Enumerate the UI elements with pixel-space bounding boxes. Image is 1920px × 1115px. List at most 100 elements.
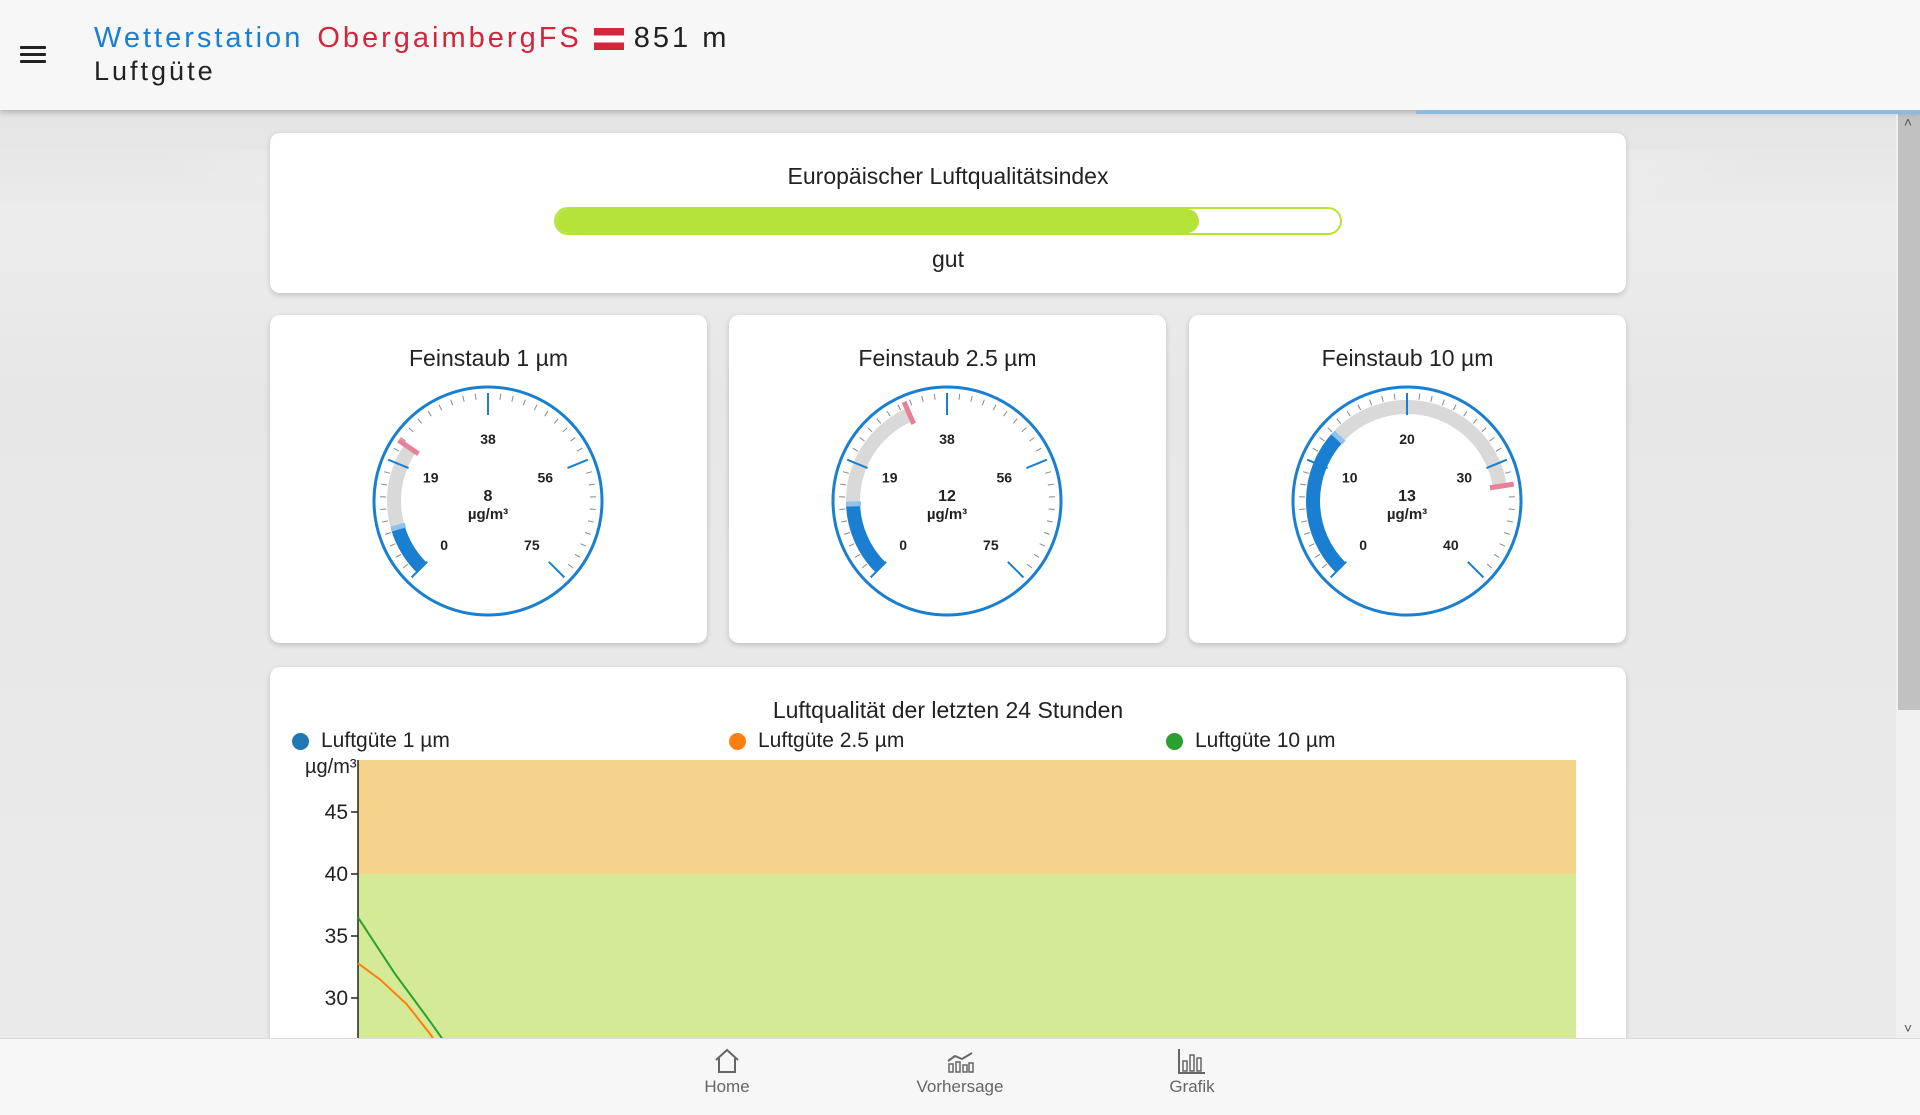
- gauge-title: Feinstaub 10 µm: [1321, 345, 1494, 371]
- gauge-tick-label: 19: [423, 469, 439, 485]
- gauge-minor-tick: [1486, 563, 1493, 569]
- home-icon: [715, 1048, 739, 1073]
- nav-forecast[interactable]: Vorhersage: [890, 1047, 1030, 1097]
- gauge-minor-tick: [1308, 543, 1315, 547]
- gauge-card-pm10: Feinstaub 10 µm 0 10 20 30 40 13 µg/m³: [1189, 315, 1626, 643]
- gauge-minor-tick: [842, 471, 849, 474]
- legend-label: Luftgüte 1 µm: [321, 729, 450, 752]
- gauge-tick-label: 40: [1443, 537, 1459, 553]
- gauge-minor-tick: [1043, 532, 1050, 535]
- gauge-minor-tick: [511, 395, 514, 402]
- nav-graphics[interactable]: Grafik: [1122, 1047, 1262, 1097]
- gauge-bezel: [372, 385, 604, 617]
- gauge-minor-tick: [408, 427, 414, 433]
- hamburger-menu-icon[interactable]: [18, 42, 48, 66]
- austria-flag-icon: [593, 27, 624, 50]
- legend-dot: [292, 732, 309, 750]
- nav-home-label: Home: [704, 1077, 750, 1096]
- gauge-minor-tick: [1381, 395, 1384, 402]
- gauge-value-pointer: [1331, 430, 1346, 445]
- gauge-minor-tick: [1495, 447, 1502, 452]
- station-title: Wetterstation ObergaimbergFS 851 m: [94, 22, 729, 55]
- gauge-minor-tick: [1393, 393, 1396, 400]
- gauge-minor-tick: [562, 427, 568, 433]
- aqi-title: Europäischer Luftqualitätsindex: [787, 163, 1109, 189]
- gauge-minor-tick: [1430, 395, 1433, 402]
- gauge-title: Feinstaub 2.5 µm: [858, 345, 1037, 371]
- gauge-major-tick: [1467, 561, 1485, 579]
- gauge-minor-tick: [1505, 471, 1512, 474]
- gauge-tick-label: 38: [480, 431, 496, 447]
- gauge-pm1: 0 19 38 56 75 8µg/m³: [372, 385, 604, 617]
- scrollbar-thumb[interactable]: [1898, 112, 1920, 710]
- gauge-warning-marker: [1489, 481, 1515, 491]
- gauge-minor-tick: [848, 543, 855, 547]
- gauge-value: 12: [938, 488, 956, 505]
- bar-chart-icon: [1178, 1049, 1205, 1074]
- legend-item-pm25[interactable]: Luftgüte 2.5 µm: [729, 729, 904, 753]
- page-scrollbar[interactable]: ˄ ˅: [1896, 112, 1920, 1038]
- gauge-minor-tick: [381, 483, 388, 486]
- gauge-minor-tick: [1021, 427, 1027, 433]
- gauge-minor-tick: [1035, 447, 1042, 452]
- gauge-minor-tick: [1300, 520, 1308, 523]
- station-prefix: Wetterstation: [94, 22, 304, 54]
- gauge-minor-tick: [1321, 563, 1328, 569]
- scroll-down-icon[interactable]: ˅: [1903, 1020, 1913, 1036]
- gauge-major-tick: [1026, 458, 1048, 470]
- gauge-minor-tick: [844, 532, 851, 535]
- nav-graphics-label: Grafik: [1169, 1077, 1215, 1096]
- gauge-minor-tick: [854, 553, 861, 558]
- gauge-minor-tick: [1369, 399, 1373, 406]
- gauge-minor-tick: [567, 563, 574, 569]
- nav-forecast-label: Vorhersage: [916, 1077, 1004, 1096]
- gauge-minor-tick: [1314, 553, 1321, 558]
- gauge-minor-tick: [1472, 418, 1478, 424]
- scroll-up-icon[interactable]: ˄: [1903, 114, 1913, 130]
- gauge-minor-tick: [395, 553, 402, 558]
- gauge-value: 8: [484, 488, 493, 505]
- gauge-minor-tick: [450, 399, 454, 406]
- gauge-minor-tick: [886, 410, 891, 417]
- station-name: ObergaimbergFS: [317, 22, 582, 54]
- gauge-minor-tick: [1418, 393, 1421, 400]
- chart-band: [358, 760, 1576, 874]
- gauge-minor-tick: [1493, 553, 1500, 558]
- gauge-minor-tick: [587, 520, 595, 523]
- gauge-minor-tick: [859, 437, 865, 442]
- gauge-bezel: [1291, 385, 1523, 617]
- gauge-minor-tick: [1046, 520, 1054, 523]
- gauge-minor-tick: [1302, 471, 1309, 474]
- gauge-minor-tick: [1026, 563, 1033, 569]
- gauge-minor-tick: [970, 395, 973, 402]
- gauge-minor-tick: [1463, 410, 1468, 417]
- gauge-major-tick: [869, 561, 887, 579]
- gauge-major-tick: [846, 458, 868, 470]
- gauge-minor-tick: [544, 410, 549, 417]
- gauge-minor-tick: [1481, 427, 1487, 433]
- gauge-minor-tick: [576, 447, 583, 452]
- aqi-card: Europäischer Luftqualitätsindex gut: [270, 133, 1626, 293]
- legend-item-pm10[interactable]: Luftgüte 10 µm: [1166, 729, 1336, 753]
- gauge-minor-tick: [574, 553, 581, 558]
- gauge-minor-tick: [1489, 437, 1495, 442]
- y-tick-label: 40: [325, 863, 348, 886]
- gauge-value: 13: [1398, 488, 1416, 505]
- gauge-value-band: [846, 503, 886, 573]
- station-altitude: 851 m: [633, 22, 730, 54]
- legend-item-pm1[interactable]: Luftgüte 1 µm: [292, 729, 450, 753]
- gauge-minor-tick: [383, 471, 390, 474]
- gauge-major-tick: [548, 561, 566, 579]
- gauge-minor-tick: [586, 471, 593, 474]
- gauge-minor-tick: [1336, 418, 1342, 424]
- gauge-warning-marker: [397, 438, 420, 456]
- gauge-tick-label: 56: [996, 469, 1012, 485]
- gauge-tick-label: 0: [440, 537, 448, 553]
- nav-home[interactable]: Home: [657, 1047, 797, 1097]
- chart-title: Luftqualität der letzten 24 Stunden: [772, 697, 1124, 723]
- gauge-minor-tick: [1045, 471, 1052, 474]
- gauge-minor-tick: [499, 393, 502, 400]
- gauge-minor-tick: [588, 483, 595, 486]
- gauge-minor-tick: [474, 393, 477, 400]
